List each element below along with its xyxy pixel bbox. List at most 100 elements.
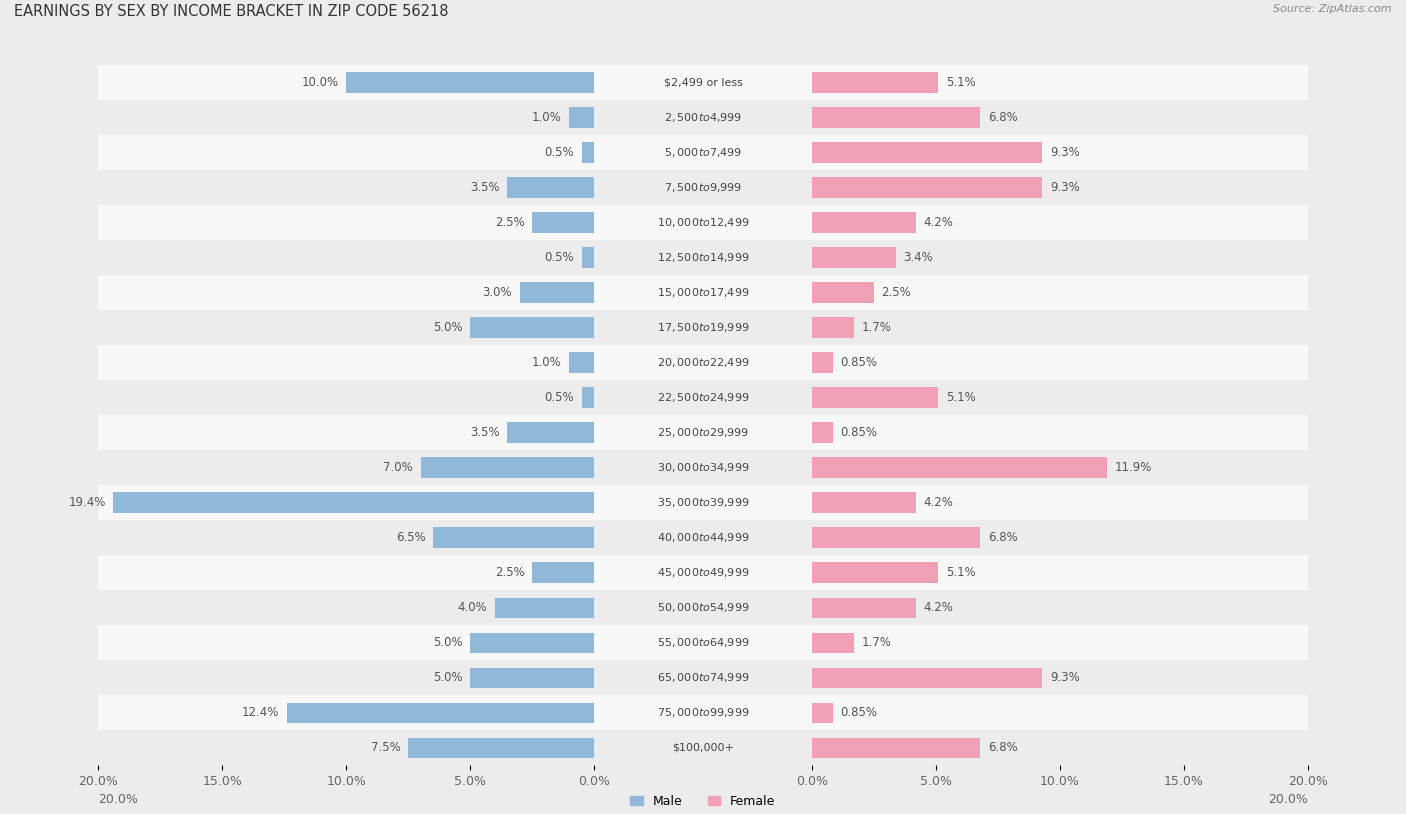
Bar xyxy=(98,520,593,555)
Text: 1.0%: 1.0% xyxy=(531,112,562,124)
Bar xyxy=(98,625,593,660)
Bar xyxy=(508,422,593,443)
Bar xyxy=(813,667,1042,688)
Bar xyxy=(470,632,593,653)
Bar xyxy=(593,415,813,450)
Text: $2,499 or less: $2,499 or less xyxy=(664,77,742,88)
Bar xyxy=(508,177,593,198)
Bar xyxy=(98,695,593,730)
Bar xyxy=(813,562,938,583)
Bar xyxy=(593,170,813,205)
Bar xyxy=(495,597,593,618)
Text: 0.85%: 0.85% xyxy=(841,427,877,439)
Bar xyxy=(813,247,896,268)
Bar xyxy=(813,737,980,758)
Bar xyxy=(593,345,813,380)
Text: $25,000 to $29,999: $25,000 to $29,999 xyxy=(657,427,749,439)
Bar xyxy=(593,695,813,730)
Bar xyxy=(813,282,875,303)
Bar xyxy=(98,380,593,415)
Text: 20.0%: 20.0% xyxy=(98,793,138,806)
Bar xyxy=(813,702,832,723)
Text: $50,000 to $54,999: $50,000 to $54,999 xyxy=(657,602,749,614)
Bar xyxy=(569,352,593,373)
Text: 4.2%: 4.2% xyxy=(924,602,953,614)
Text: 1.7%: 1.7% xyxy=(862,637,891,649)
Bar xyxy=(470,667,593,688)
Text: Source: ZipAtlas.com: Source: ZipAtlas.com xyxy=(1274,4,1392,14)
Text: 3.5%: 3.5% xyxy=(470,427,501,439)
Text: 9.3%: 9.3% xyxy=(1050,147,1080,159)
Text: $5,000 to $7,499: $5,000 to $7,499 xyxy=(664,147,742,159)
Bar xyxy=(813,415,1308,450)
Text: 1.7%: 1.7% xyxy=(862,322,891,334)
Text: 7.5%: 7.5% xyxy=(371,742,401,754)
Bar xyxy=(593,65,813,100)
Text: 5.1%: 5.1% xyxy=(946,567,976,579)
Bar xyxy=(813,135,1308,170)
Text: $65,000 to $74,999: $65,000 to $74,999 xyxy=(657,672,749,684)
Bar xyxy=(813,107,980,128)
Bar xyxy=(813,317,853,338)
Bar xyxy=(813,632,853,653)
Bar xyxy=(98,205,593,240)
Bar xyxy=(813,177,1042,198)
Bar xyxy=(98,345,593,380)
Bar xyxy=(287,702,593,723)
Bar xyxy=(531,562,593,583)
Bar xyxy=(98,100,593,135)
Bar xyxy=(593,205,813,240)
Text: $10,000 to $12,499: $10,000 to $12,499 xyxy=(657,217,749,229)
Text: $30,000 to $34,999: $30,000 to $34,999 xyxy=(657,462,749,474)
Bar xyxy=(98,660,593,695)
Text: 2.5%: 2.5% xyxy=(882,287,911,299)
Bar xyxy=(531,212,593,233)
Bar xyxy=(813,492,917,513)
Text: $22,500 to $24,999: $22,500 to $24,999 xyxy=(657,392,749,404)
Text: 0.5%: 0.5% xyxy=(544,252,574,264)
Bar xyxy=(813,520,1308,555)
Bar xyxy=(593,135,813,170)
Bar xyxy=(813,422,832,443)
Bar xyxy=(98,240,593,275)
Bar xyxy=(593,485,813,520)
Text: 9.3%: 9.3% xyxy=(1050,182,1080,194)
Bar xyxy=(593,730,813,765)
Text: EARNINGS BY SEX BY INCOME BRACKET IN ZIP CODE 56218: EARNINGS BY SEX BY INCOME BRACKET IN ZIP… xyxy=(14,4,449,19)
Bar xyxy=(420,457,593,478)
Bar xyxy=(813,275,1308,310)
Bar xyxy=(813,527,980,548)
Bar xyxy=(114,492,593,513)
Bar xyxy=(593,450,813,485)
Bar xyxy=(98,310,593,345)
Bar xyxy=(593,625,813,660)
Text: $17,500 to $19,999: $17,500 to $19,999 xyxy=(657,322,749,334)
Text: $12,500 to $14,999: $12,500 to $14,999 xyxy=(657,252,749,264)
Text: $20,000 to $22,499: $20,000 to $22,499 xyxy=(657,357,749,369)
Text: $35,000 to $39,999: $35,000 to $39,999 xyxy=(657,497,749,509)
Bar xyxy=(813,142,1042,163)
Bar xyxy=(813,205,1308,240)
Bar xyxy=(98,415,593,450)
Bar xyxy=(813,72,938,93)
Bar xyxy=(593,660,813,695)
Bar xyxy=(813,597,917,618)
Bar xyxy=(98,65,593,100)
Text: 5.0%: 5.0% xyxy=(433,672,463,684)
Text: 2.5%: 2.5% xyxy=(495,567,524,579)
Bar xyxy=(98,170,593,205)
Bar xyxy=(98,275,593,310)
Text: $2,500 to $4,999: $2,500 to $4,999 xyxy=(664,112,742,124)
Bar xyxy=(813,170,1308,205)
Text: $100,000+: $100,000+ xyxy=(672,742,734,753)
Text: 11.9%: 11.9% xyxy=(1115,462,1152,474)
Text: 5.1%: 5.1% xyxy=(946,77,976,89)
Bar xyxy=(98,555,593,590)
Bar xyxy=(813,345,1308,380)
Text: 1.0%: 1.0% xyxy=(531,357,562,369)
Text: 12.4%: 12.4% xyxy=(242,707,280,719)
Text: 0.85%: 0.85% xyxy=(841,707,877,719)
Text: $45,000 to $49,999: $45,000 to $49,999 xyxy=(657,567,749,579)
Text: 0.5%: 0.5% xyxy=(544,392,574,404)
Text: 2.5%: 2.5% xyxy=(495,217,524,229)
